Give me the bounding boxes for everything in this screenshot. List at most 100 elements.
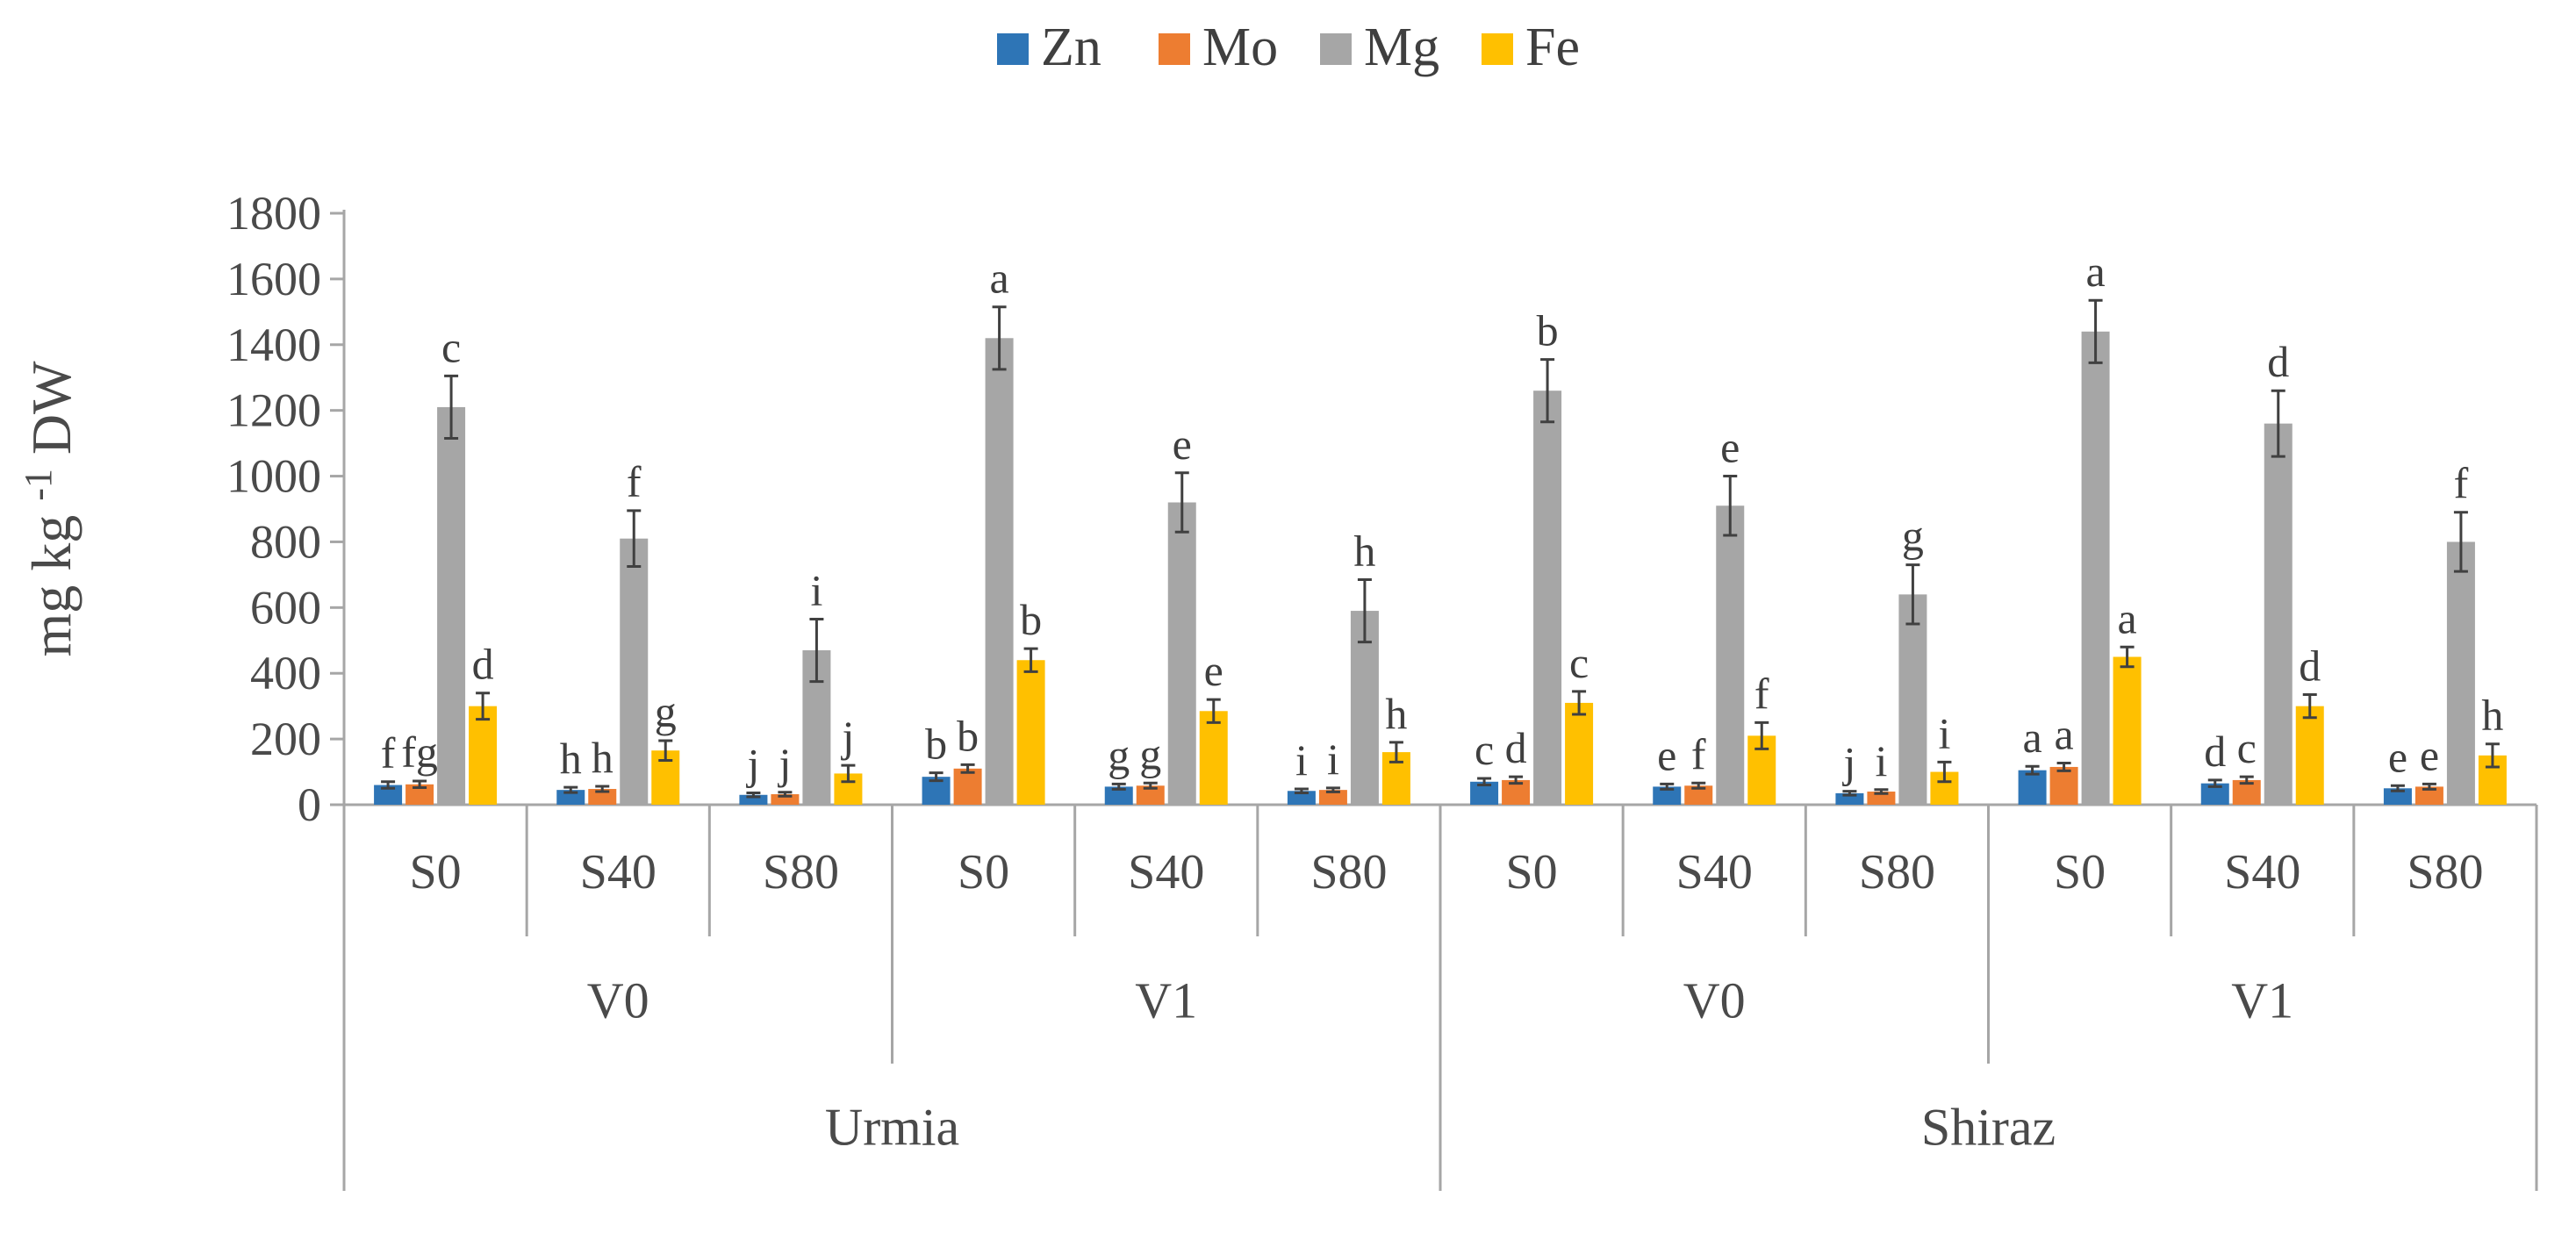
y-tick-label: 1200 (226, 384, 321, 437)
sig-letter: b (957, 711, 979, 760)
bar-mo (1684, 785, 1713, 805)
sig-letter: c (1569, 638, 1589, 687)
sig-letter: f (627, 457, 642, 506)
salinity-label: S80 (2407, 845, 2483, 900)
bar-zn (1653, 786, 1682, 805)
y-tick-label: 400 (250, 647, 321, 699)
sig-letter: i (810, 565, 822, 614)
bar-mo (771, 794, 800, 805)
bar-mg (620, 538, 649, 805)
legend-swatch-zn (997, 33, 1029, 65)
legend-swatch-mo (1159, 33, 1190, 65)
bar-mg (2446, 541, 2475, 805)
sig-letter: f (1754, 669, 1769, 718)
y-tick-label: 200 (250, 713, 321, 765)
sig-letter: h (1385, 689, 1407, 738)
legend-label: Mo (1202, 18, 1278, 77)
sig-letter: b (1020, 595, 1042, 644)
sig-letter: g (1108, 730, 1130, 779)
legend: Zn Mo Mg Fe (997, 18, 1580, 77)
salinity-label: S80 (763, 845, 839, 900)
bar-mo (405, 784, 434, 805)
bar-zn (739, 794, 768, 805)
legend-swatch-fe (1482, 33, 1513, 65)
sig-letter: e (2388, 732, 2407, 781)
bar-group-urmia-v0-s80: j jij (739, 565, 863, 805)
cultivar-label: V1 (1135, 972, 1197, 1029)
y-tick-label: 0 (298, 778, 321, 831)
salinity-label: S0 (410, 845, 462, 900)
sig-letter: d (1505, 723, 1527, 772)
sig-letter: fg (401, 728, 438, 777)
bar-zn (2018, 770, 2047, 805)
sig-letter: a (989, 254, 1008, 303)
bar-zn (2383, 788, 2412, 805)
bar-fe (1199, 711, 1228, 805)
cultivar-label: V0 (587, 972, 649, 1029)
bar-group-shiraz-v1-s40: d cdd (2200, 337, 2324, 805)
legend-item-zn: Zn (997, 18, 1101, 77)
bar-mg (1898, 594, 1927, 805)
salinity-label: S40 (1128, 845, 1204, 900)
bar-group-shiraz-v1-s80: e e f h (2383, 459, 2507, 805)
sig-letter: h (2481, 691, 2503, 740)
bar-fe (1016, 660, 1045, 805)
bar-mg (1167, 502, 1196, 805)
bar-group-shiraz-v1-s0: a aaa (2018, 247, 2142, 805)
sig-letter: e (1657, 730, 1676, 779)
bar-mg (437, 406, 466, 805)
legend-label: Mg (1364, 18, 1439, 77)
sig-letter: e (1720, 423, 1740, 472)
sig-letter: j (745, 740, 759, 789)
y-tick-label: 1400 (226, 319, 321, 371)
bar-zn (374, 785, 403, 805)
sig-letter: c (441, 322, 461, 371)
sig-letter: d (2299, 642, 2321, 691)
sig-letter: f (1691, 729, 1706, 778)
salinity-label: S80 (1859, 845, 1935, 900)
city-label: Shiraz (1921, 1099, 2056, 1157)
sig-letter: h (560, 734, 582, 783)
bar-zn (1104, 786, 1133, 805)
sig-letter: j (840, 712, 854, 761)
sig-letter: b (1537, 306, 1559, 355)
sig-letter: a (2054, 709, 2073, 758)
sig-letter: d (472, 640, 494, 689)
salinity-label: S40 (1676, 845, 1753, 900)
legend-swatch-mg (1320, 33, 1352, 65)
bar-fe (469, 706, 498, 805)
sig-letter: f (2454, 459, 2469, 508)
salinity-label: S40 (2224, 845, 2300, 900)
salinity-label: S80 (1310, 845, 1387, 900)
salinity-label: S0 (2054, 845, 2106, 900)
y-axis-title: mg kg -1 DW (17, 361, 83, 657)
bar-mo (953, 768, 982, 805)
bar-mo (1318, 790, 1347, 805)
y-tick-label: 600 (250, 581, 321, 634)
bar-group-shiraz-v0-s0: c d b c (1470, 306, 1594, 805)
cultivar-label: V0 (1683, 972, 1746, 1029)
sig-letter: j (777, 739, 791, 788)
salinity-label: S0 (1506, 845, 1558, 900)
city-label: Urmia (825, 1099, 959, 1157)
bar-group-shiraz-v0-s80: j igi (1835, 512, 1959, 805)
sig-letter: j (1841, 738, 1855, 787)
bar-mg (985, 338, 1014, 805)
bar-fe (2113, 656, 2142, 805)
bar-mg (2081, 331, 2110, 805)
sig-letter: b (925, 720, 947, 769)
sig-letter: i (1875, 736, 1887, 785)
sig-letter: a (2022, 713, 2041, 762)
legend-label: Fe (1525, 18, 1580, 77)
legend-item-mg: Mg (1320, 18, 1439, 77)
salinity-label: S0 (958, 845, 1009, 900)
sig-letter: i (1938, 708, 1950, 757)
bar-zn (1287, 791, 1316, 805)
legend-item-mo: Mo (1159, 18, 1278, 77)
bar-group-urmia-v1-s0: b bab (922, 254, 1045, 805)
bar-mo (2049, 766, 2078, 805)
y-tick-label: 800 (250, 515, 321, 568)
bar-fe (1565, 702, 1594, 805)
bar-group-urmia-v0-s40: h h f g (556, 457, 680, 805)
